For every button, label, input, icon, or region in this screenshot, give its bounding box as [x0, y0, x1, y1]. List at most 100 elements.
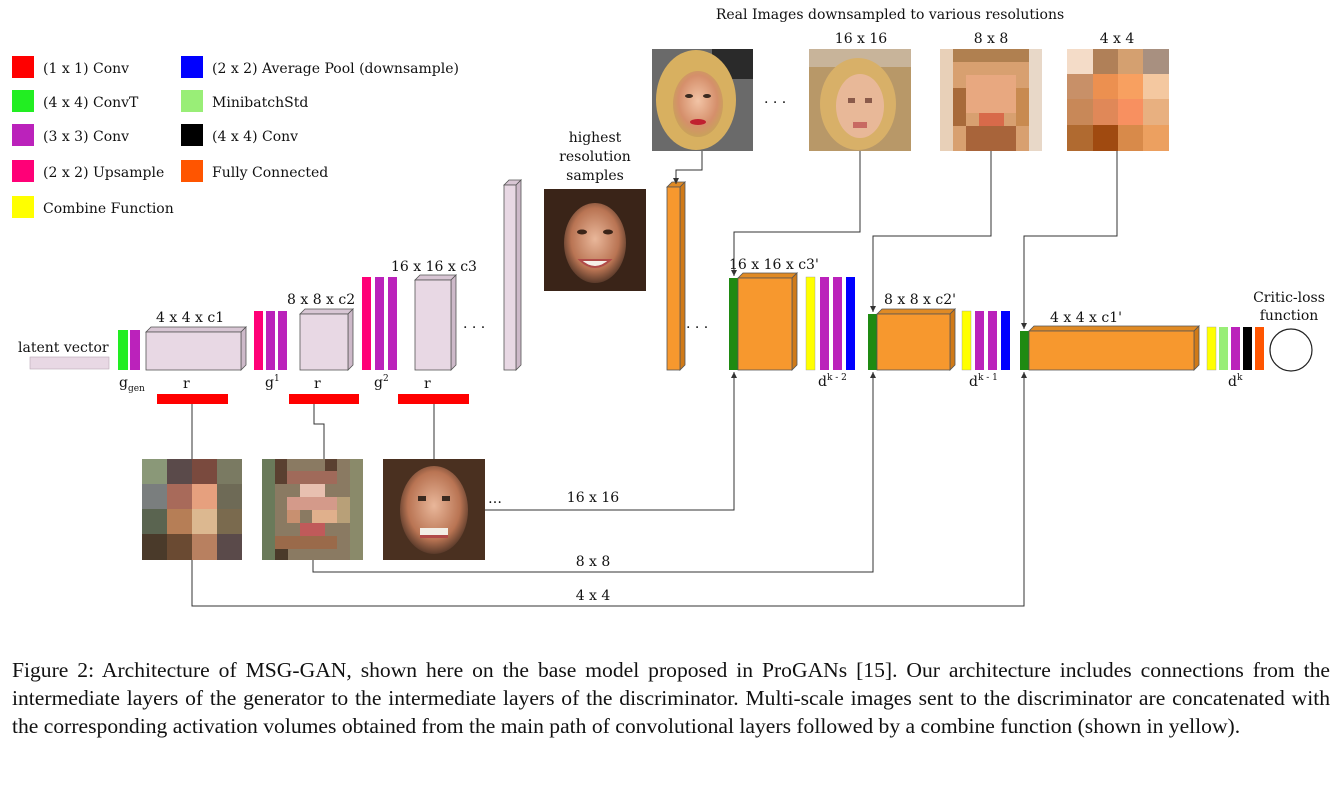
- gen-8x8-to-disc-arrow: [312, 372, 876, 573]
- legend-item-1x1-conv: (1 x 1) Conv: [12, 56, 129, 78]
- legend-label-3x3-conv: (3 x 3) Conv: [43, 129, 129, 145]
- gen-volume-16x16-label: 16 x 16 x c3: [391, 259, 477, 275]
- real-4x4-image: [1067, 49, 1169, 151]
- legend-swatch-combine: [12, 196, 34, 218]
- critic-loss-label-1: Critic-loss: [1253, 290, 1325, 306]
- legend-label-fc: Fully Connected: [212, 165, 328, 181]
- g1-label: g1: [265, 374, 280, 391]
- real-16x16-image: [809, 49, 911, 151]
- real-full-res-image: [652, 49, 753, 151]
- g-gen-conv-layer: [130, 330, 140, 370]
- gen-volume-16x16: [414, 274, 457, 371]
- latent-vector-label: latent vector: [18, 340, 109, 356]
- d-k-2-conv-layer-b: [833, 277, 842, 370]
- g2-conv-layer-b: [388, 277, 397, 370]
- legend-swatch-minibatchstd: [181, 90, 203, 112]
- g1-conv-layer-a: [266, 311, 275, 370]
- legend: (1 x 1) Conv (4 x 4) ConvT (3 x 3) Conv …: [12, 56, 459, 218]
- d-k-1-combine-layer: [961, 310, 972, 371]
- g2-label: g2: [374, 374, 389, 391]
- legend-item-avgpool: (2 x 2) Average Pool (downsample): [181, 56, 459, 78]
- disc-volume-16x16: [737, 272, 798, 371]
- gen-ellipsis: . . .: [463, 316, 485, 332]
- d-k-1-avgpool-layer: [1001, 311, 1010, 370]
- real-8x8-label: 8 x 8: [974, 31, 1009, 47]
- connections: [191, 151, 1118, 607]
- combine-concat-16x16: [729, 278, 738, 370]
- r2-to-image-line: [313, 404, 325, 459]
- connection-8x8-label: 8 x 8: [576, 554, 611, 570]
- d-k-4x4-conv-layer: [1243, 327, 1252, 370]
- d-k-minibatchstd-layer: [1219, 327, 1228, 370]
- highest-res-label-3: samples: [566, 168, 624, 184]
- g-gen-label: ggen: [119, 375, 145, 394]
- legend-swatch-3x3-conv: [12, 124, 34, 146]
- combine-concat-8x8: [868, 314, 877, 370]
- generated-8x8-image: [262, 459, 363, 560]
- g-gen-convt-layer: [118, 330, 128, 370]
- gen-16x16-to-disc-arrow: [485, 372, 737, 511]
- legend-item-upsample: (2 x 2) Upsample: [12, 160, 164, 182]
- gen-volume-8x8-label: 8 x 8 x c2: [287, 292, 355, 308]
- disc-volume-8x8-label: 8 x 8 x c2': [884, 292, 956, 308]
- real-8x8-to-disc-arrow: [870, 151, 992, 312]
- r-label-1: r: [183, 376, 190, 392]
- r-label-3: r: [424, 376, 431, 392]
- d-k-fc-layer: [1255, 327, 1264, 370]
- latent-vector: [29, 356, 110, 370]
- critic-loss-label-2: function: [1260, 308, 1319, 324]
- critic-loss-node: [1269, 328, 1313, 372]
- real-images-title: Real Images downsampled to various resol…: [716, 7, 1064, 23]
- disc-volume-8x8: [876, 308, 956, 371]
- d-k-1-label: dk - 1: [969, 373, 998, 390]
- legend-swatch-avgpool: [181, 56, 203, 78]
- real-8x8-image: [940, 49, 1042, 151]
- legend-label-avgpool: (2 x 2) Average Pool (downsample): [212, 61, 459, 77]
- r-label-2: r: [314, 376, 321, 392]
- generated-4x4-image: [142, 459, 242, 560]
- connection-4x4-label: 4 x 4: [576, 588, 611, 604]
- legend-item-4x4-conv: (4 x 4) Conv: [181, 124, 298, 146]
- real-16x16-to-disc-arrow: [731, 151, 861, 276]
- gen-volume-4x4-label: 4 x 4 x c1: [156, 310, 224, 326]
- legend-label-upsample: (2 x 2) Upsample: [43, 165, 164, 181]
- legend-label-4x4-convt: (4 x 4) ConvT: [43, 95, 139, 111]
- d-k-2-avgpool-layer: [846, 277, 855, 370]
- legend-label-4x4-conv: (4 x 4) Conv: [212, 129, 298, 145]
- d-k-1-conv-layer-b: [988, 311, 997, 370]
- highest-res-label-2: resolution: [559, 149, 631, 165]
- legend-swatch-fc: [181, 160, 203, 182]
- real-4x4-label: 4 x 4: [1100, 31, 1135, 47]
- generated-outputs: …: [142, 459, 502, 560]
- msg-gan-architecture-diagram: (1 x 1) Conv (4 x 4) ConvT (3 x 3) Conv …: [12, 7, 1325, 607]
- disc-volume-4x4: [1028, 325, 1200, 371]
- d-k-2-combine-layer: [805, 276, 816, 371]
- discriminator: . . . 16 x 16 x c3' dk - 2 8 x 8 x c2' d…: [666, 181, 1325, 390]
- d-k-1-conv-layer-a: [975, 311, 984, 370]
- figure-caption: Figure 2: Architecture of MSG-GAN, shown…: [12, 658, 1330, 738]
- connection-16x16-label: 16 x 16: [567, 490, 620, 506]
- disc-volume-4x4-label: 4 x 4 x c1': [1050, 310, 1122, 326]
- legend-label-1x1-conv: (1 x 1) Conv: [43, 61, 129, 77]
- legend-item-combine: Combine Function: [12, 196, 174, 218]
- legend-item-3x3-conv: (3 x 3) Conv: [12, 124, 129, 146]
- generated-ellipsis: …: [488, 491, 502, 507]
- legend-label-combine: Combine Function: [43, 201, 174, 217]
- g1-upsample-layer: [254, 311, 263, 370]
- d-k-2-label: dk - 2: [818, 373, 847, 390]
- legend-item-minibatchstd: MinibatchStd: [181, 90, 308, 112]
- disc-volume-16x16-label: 16 x 16 x c3': [729, 257, 819, 273]
- gen-volume-8x8: [299, 308, 354, 371]
- generated-16x16-image: [383, 459, 485, 560]
- legend-swatch-1x1-conv: [12, 56, 34, 78]
- g2-conv-layer-a: [375, 277, 384, 370]
- d-k-conv-layer: [1231, 327, 1240, 370]
- generator: latent vector ggen 4 x 4 x c1 g1 8 x 8 x…: [18, 179, 522, 404]
- g1-conv-layer-b: [278, 311, 287, 370]
- legend-label-minibatchstd: MinibatchStd: [212, 95, 308, 111]
- real-ellipsis: . . .: [764, 91, 786, 107]
- real-full-res-to-disc-input-arrow: [673, 151, 703, 184]
- g2-upsample-layer: [362, 277, 371, 370]
- disc-input-volume: [666, 181, 686, 371]
- gen-4x4-to-disc-arrow: [191, 372, 1027, 607]
